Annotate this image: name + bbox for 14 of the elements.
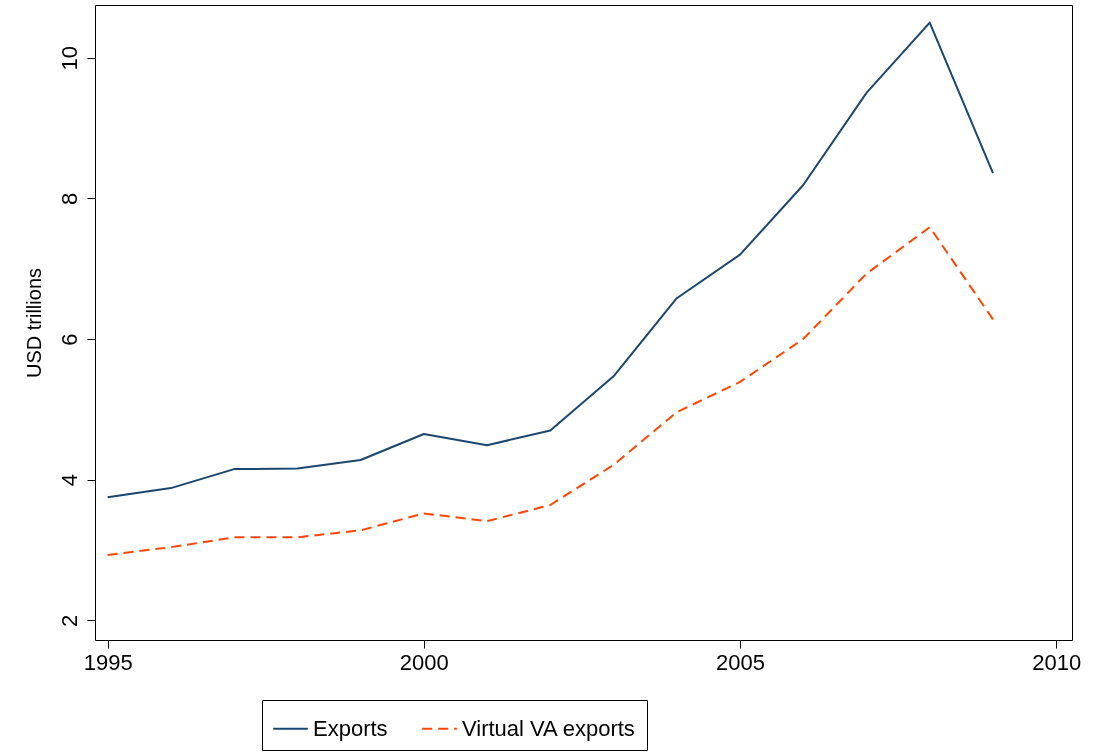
y-tick-label: 2 xyxy=(56,614,82,627)
legend-label: Exports xyxy=(313,715,388,741)
x-tick-label: 2010 xyxy=(1032,649,1082,675)
y-tick-label: 6 xyxy=(56,333,82,346)
y-tick-label: 4 xyxy=(56,474,82,487)
y-axis-title: USD trillions xyxy=(22,267,45,379)
x-tick-label: 1995 xyxy=(83,649,133,675)
x-tick-label: 2005 xyxy=(716,649,765,675)
x-tick-label: 2000 xyxy=(399,649,449,675)
legend-label: Virtual VA exports xyxy=(462,715,635,741)
y-tick-label: 10 xyxy=(56,46,82,71)
line-series xyxy=(106,226,994,556)
line-series xyxy=(106,21,994,499)
y-tick-label: 8 xyxy=(56,192,82,206)
